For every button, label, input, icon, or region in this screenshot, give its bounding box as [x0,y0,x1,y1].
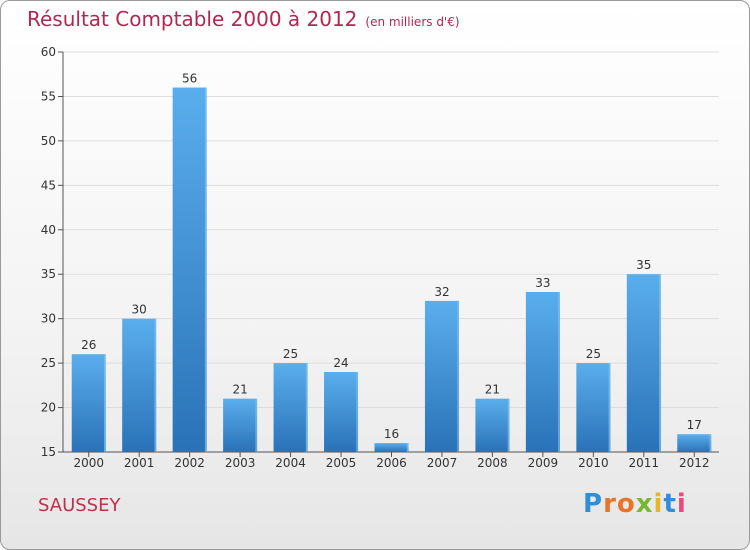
data-label: 21 [485,383,500,397]
y-tick-label: 20 [41,401,56,415]
commune-name: SAUSSEY [38,495,121,516]
data-label: 25 [283,347,298,361]
data-label: 30 [132,303,147,317]
data-label: 56 [182,72,197,86]
y-tick-label: 55 [41,89,56,103]
x-tick-label: 2009 [528,456,559,470]
y-tick-label: 45 [41,178,56,192]
bar [172,87,207,453]
y-tick-label: 60 [41,45,56,59]
data-label: 32 [434,285,449,299]
chart-subtitle: (en milliers d'€) [365,15,460,29]
data-label: 33 [535,276,550,290]
bar [122,318,157,452]
bar [475,398,510,452]
data-label: 25 [586,347,601,361]
chart-title-text: Résultat Comptable 2000 à 2012 [27,7,358,31]
bar [324,372,359,452]
y-tick-label: 30 [41,312,56,326]
data-label: 35 [636,258,651,272]
bar [677,434,712,452]
x-tick-label: 2007 [427,456,458,470]
y-tick-label: 25 [41,356,56,370]
y-tick-label: 40 [41,223,56,237]
data-label: 16 [384,427,399,441]
logo-letter: t [663,489,677,519]
logo-letter: i [653,489,664,519]
y-tick-label: 50 [41,134,56,148]
bar [626,274,661,452]
x-tick-label: 2008 [477,456,508,470]
logo-letter: i [676,489,687,519]
x-tick-label: 2006 [376,456,407,470]
logo-letter: P [583,489,604,519]
data-label: 26 [81,338,96,352]
bar [525,292,560,452]
bar [424,300,459,452]
bar [374,443,409,452]
logo-letter: r [603,489,617,519]
bar [273,363,308,452]
x-tick-label: 2010 [578,456,609,470]
x-tick-label: 2001 [124,456,155,470]
chart-title: Résultat Comptable 2000 à 2012 (en millie… [27,7,460,31]
y-tick-label: 15 [41,445,56,459]
x-tick-label: 2011 [629,456,660,470]
x-tick-label: 2003 [225,456,256,470]
data-label: 21 [232,383,247,397]
x-tick-label: 2012 [679,456,710,470]
logo-letter: o [616,489,636,519]
x-tick-label: 2002 [174,456,205,470]
y-tick-label: 35 [41,267,56,281]
bar [71,354,106,452]
data-label: 24 [333,356,348,370]
x-tick-label: 2004 [275,456,306,470]
bar [223,398,258,452]
x-tick-label: 2000 [73,456,104,470]
data-label: 17 [687,418,702,432]
bar [576,363,611,452]
proxiti-logo: Proxiti [583,489,687,519]
logo-letter: x [635,489,654,519]
x-tick-label: 2005 [326,456,357,470]
